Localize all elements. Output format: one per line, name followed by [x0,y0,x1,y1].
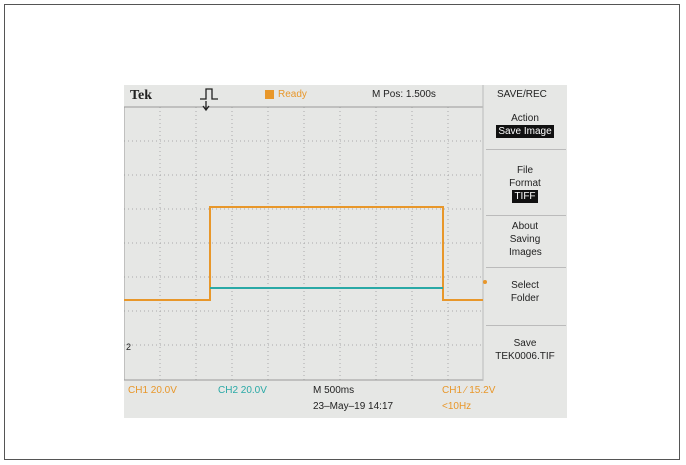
separator [486,149,566,150]
menu-value: TIFF [512,190,537,203]
status: Ready [278,89,307,100]
menu-label: Action [485,112,565,125]
menu-item: About Saving Images [485,220,565,259]
trigger: CH1 ∕ 15.2V [442,385,495,396]
menu-value: TEK0006.TIF [485,350,565,363]
timebase: M 500ms [313,385,354,396]
menu-item: Select Folder [485,279,565,305]
ch2-scale: CH2 20.0V [218,385,267,396]
menu-value: Save Image [496,125,553,138]
separator [486,325,566,326]
menu-label: Select Folder [507,279,543,305]
menu-title: SAVE/REC [497,89,547,100]
menu-label: File Format [505,164,545,190]
page: {"header":{"brand":"Tek","status":"Ready… [0,0,686,465]
separator [486,267,566,268]
datetime: 23–May–19 14:17 [313,401,393,412]
brand: Tek [130,88,152,104]
separator [486,215,566,216]
ch2-marker: 2 [126,342,131,352]
ch1-scale: CH1 20.0V [128,385,177,396]
menu-label: Save [485,337,565,350]
menu-label: About Saving Images [509,220,541,259]
frequency: <10Hz [442,401,471,412]
position: M Pos: 1.500s [372,89,436,100]
